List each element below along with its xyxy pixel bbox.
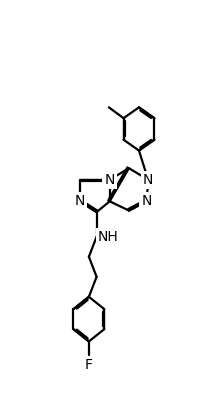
Text: N: N xyxy=(143,173,153,187)
Text: F: F xyxy=(85,358,93,373)
Text: N: N xyxy=(104,173,115,187)
Text: NH: NH xyxy=(98,230,119,244)
Text: N: N xyxy=(74,194,85,208)
Text: N: N xyxy=(141,194,152,208)
